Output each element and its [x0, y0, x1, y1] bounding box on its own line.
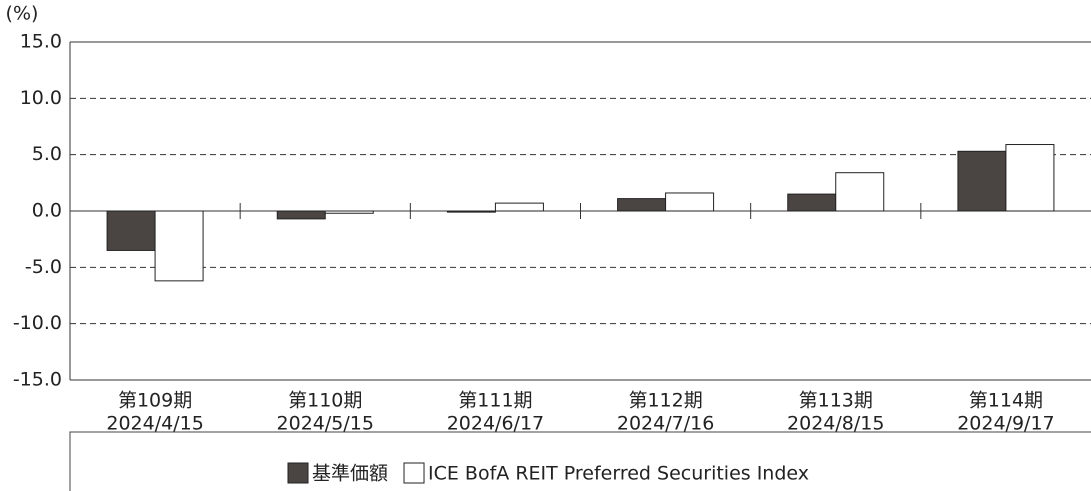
bar — [324, 210, 374, 214]
bar — [276, 210, 326, 220]
y-tick-label: 0.0 — [32, 200, 62, 222]
x-tick-label: 2024/6/17 — [447, 413, 544, 435]
y-axis-label: (%) — [6, 3, 39, 25]
y-tick-label: 10.0 — [20, 87, 62, 109]
legend-label: 基準価額 — [312, 463, 388, 485]
legend-swatch — [287, 462, 309, 484]
bar — [787, 193, 837, 212]
x-tick-label: 第110期 — [288, 390, 362, 412]
bar — [154, 210, 204, 282]
y-tick-label: -15.0 — [13, 369, 62, 391]
legend-swatch — [403, 462, 425, 484]
legend-frame — [69, 431, 1091, 491]
x-tick-label: 2024/7/16 — [617, 413, 714, 435]
bar — [106, 210, 156, 251]
bar — [1005, 144, 1055, 212]
y-tick-label: -5.0 — [25, 256, 62, 278]
y-tick-label: 15.0 — [20, 31, 62, 53]
bar — [957, 150, 1007, 212]
x-tick-label: 第112期 — [628, 390, 702, 412]
bar — [446, 210, 496, 213]
x-tick-label: 第111期 — [458, 390, 532, 412]
x-tick-label: 第109期 — [118, 390, 192, 412]
bar — [617, 198, 667, 212]
legend-label: ICE BofA REIT Preferred Securities Index — [428, 463, 809, 485]
x-tick-label: 2024/5/15 — [277, 413, 374, 435]
bar — [665, 192, 715, 212]
x-tick-label: 2024/9/17 — [957, 413, 1054, 435]
bar — [835, 172, 885, 212]
bar — [494, 202, 544, 212]
y-tick-label: -10.0 — [13, 312, 62, 334]
x-tick-label: 第113期 — [799, 390, 873, 412]
y-tick-label: 5.0 — [32, 143, 62, 165]
x-tick-label: 第114期 — [969, 390, 1043, 412]
x-tick-label: 2024/8/15 — [787, 413, 884, 435]
x-tick-label: 2024/4/15 — [106, 413, 203, 435]
